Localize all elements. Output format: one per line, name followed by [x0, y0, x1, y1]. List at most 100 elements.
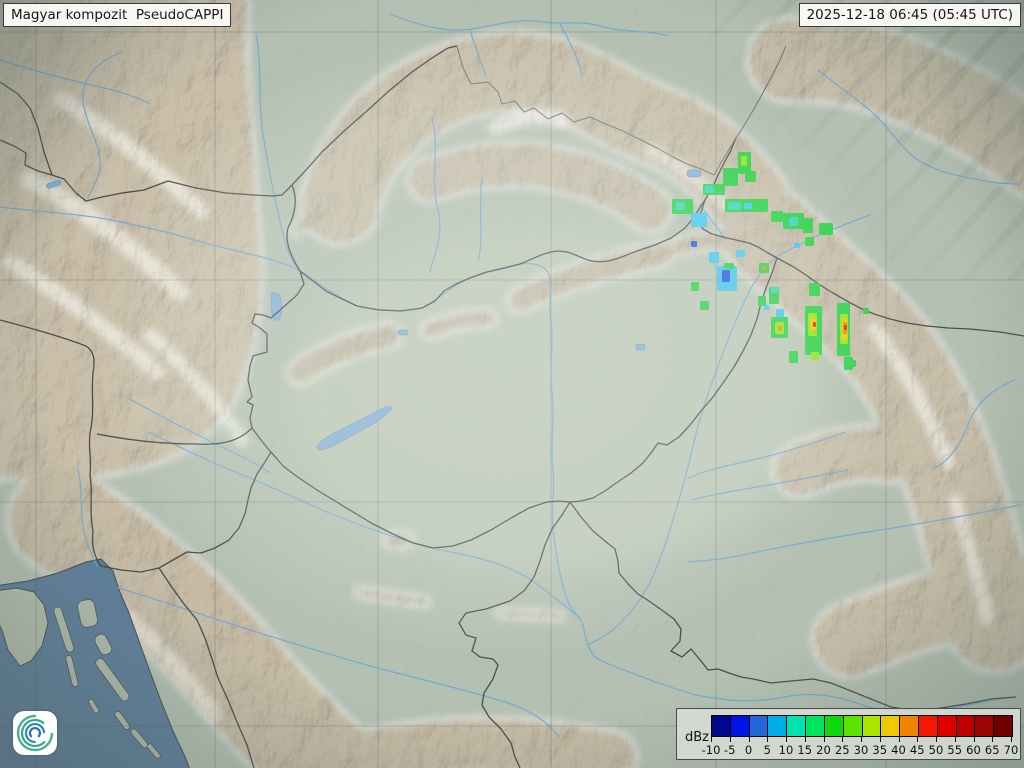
radar-echo-cell	[758, 296, 766, 306]
legend-tick-label: 50	[928, 743, 944, 757]
radar-echo-cell	[722, 270, 730, 282]
lakes	[45, 169, 702, 451]
legend-color-cell	[824, 716, 844, 736]
radar-echo-cell	[691, 241, 697, 247]
legend-tick	[879, 737, 881, 742]
radar-echo-cell	[764, 305, 769, 310]
great-plain-lowland	[295, 220, 825, 570]
legend-color-cell	[956, 716, 976, 736]
legend-tick-label: 10	[778, 743, 794, 757]
legend-color-cell	[994, 716, 1012, 736]
hungaromet-spiral-logo-icon	[13, 711, 57, 755]
radar-echo-cell	[736, 250, 745, 257]
dbz-legend: dBz -10 -5 0 5 10 15 20 25 30 35 40 45 50 55 60 65 70	[676, 708, 1021, 760]
legend-tick	[992, 737, 994, 742]
product-title: Magyar kompozit PseudoCAPPI	[3, 3, 232, 27]
legend-tick	[842, 737, 844, 742]
radar-echo-cell	[809, 283, 820, 296]
legend-color-bar	[711, 715, 1013, 737]
radar-echo-cell	[811, 352, 819, 360]
legend-color-cell	[730, 716, 750, 736]
lake-lipno	[45, 179, 62, 189]
radar-echo-cell	[794, 243, 800, 248]
legend-color-cell	[937, 716, 957, 736]
adriatic-islands	[53, 599, 161, 759]
radar-echo-cell	[789, 217, 798, 226]
lake-zemplinska	[686, 169, 702, 178]
radar-echo-cell	[813, 322, 816, 327]
legend-ticks	[711, 737, 1013, 742]
timestamp: 2025-12-18 06:45 (05:45 UTC)	[798, 3, 1021, 27]
radar-echo-cell	[691, 282, 699, 291]
radar-echo-cell	[700, 301, 709, 310]
radar-echo-cell	[723, 168, 738, 186]
legend-color-cell	[712, 716, 731, 736]
lake-tisza	[635, 343, 646, 351]
legend-color-cell	[881, 716, 901, 736]
legend-tick	[748, 737, 750, 742]
legend-tick	[936, 737, 937, 742]
radar-echo-cell	[863, 308, 869, 314]
legend-color-cell	[749, 716, 769, 736]
radar-echo-cell	[745, 171, 756, 182]
radar-echo-cell	[771, 211, 783, 222]
radar-echo-layer	[672, 152, 869, 370]
radar-echo-cell	[744, 203, 752, 209]
legend-tick-label: 70	[1003, 743, 1019, 757]
legend-tick-label: -10	[701, 743, 721, 757]
legend-bar: -10 -5 0 5 10 15 20 25 30 35 40 45 50 55 60 65 70	[702, 715, 1019, 757]
legend-color-cell	[900, 716, 919, 736]
radar-echo-cell	[778, 326, 782, 331]
legend-tick	[954, 737, 956, 742]
radar-echo-cell	[850, 360, 856, 367]
radar-echo-cell	[805, 237, 814, 246]
legend-tick-label: 5	[763, 743, 771, 757]
legend-tick-label: 40	[891, 743, 906, 757]
secondary-borders	[456, 45, 787, 176]
legend-tick-label: -5	[724, 743, 736, 757]
legend-tick	[711, 737, 712, 742]
lake-neusiedl	[270, 292, 282, 321]
legend-tick-label: 60	[966, 743, 981, 757]
legend-color-cell	[975, 716, 995, 736]
legend-tick	[767, 737, 769, 742]
legend-tick-label: 35	[872, 743, 888, 757]
legend-tick	[917, 737, 919, 742]
legend-color-cell	[862, 716, 882, 736]
legend-tick	[973, 737, 975, 742]
radar-echo-cell	[789, 351, 798, 363]
radar-echo-cell	[762, 266, 766, 270]
legend-tick-label: 0	[744, 743, 753, 757]
legend-color-cell	[918, 716, 938, 736]
legend-tick	[729, 737, 731, 742]
radar-echo-cell	[771, 287, 778, 293]
legend-tick-label: 55	[947, 743, 963, 757]
legend-tick	[804, 737, 806, 742]
legend-tick-labels: -10 -5 0 5 10 15 20 25 30 35 40 45 50 55 60 65 70	[702, 742, 1019, 757]
radar-echo-cell	[691, 213, 707, 227]
radar-echo-cell	[803, 218, 813, 233]
legend-tick-label: 30	[853, 743, 869, 757]
legend-tick-label: 25	[834, 743, 850, 757]
legend-color-cell	[843, 716, 863, 736]
radar-echo-cell	[728, 202, 741, 210]
legend-tick	[823, 737, 825, 742]
legend-tick	[786, 737, 787, 742]
country-borders	[0, 45, 1024, 768]
legend-tick	[861, 737, 862, 742]
legend-tick	[1011, 737, 1012, 742]
radar-echo-cell	[724, 263, 734, 269]
lake-velence	[397, 329, 409, 336]
legend-tick-label: 15	[797, 743, 813, 757]
legend-color-cell	[806, 716, 825, 736]
rivers	[0, 13, 1021, 737]
radar-echo-cell	[844, 325, 847, 330]
lake-balaton	[316, 406, 394, 451]
legend-unit-label: dBz	[685, 730, 709, 745]
radar-echo-cell	[676, 202, 685, 210]
legend-color-cell	[768, 716, 788, 736]
istria-peninsula	[0, 587, 49, 667]
